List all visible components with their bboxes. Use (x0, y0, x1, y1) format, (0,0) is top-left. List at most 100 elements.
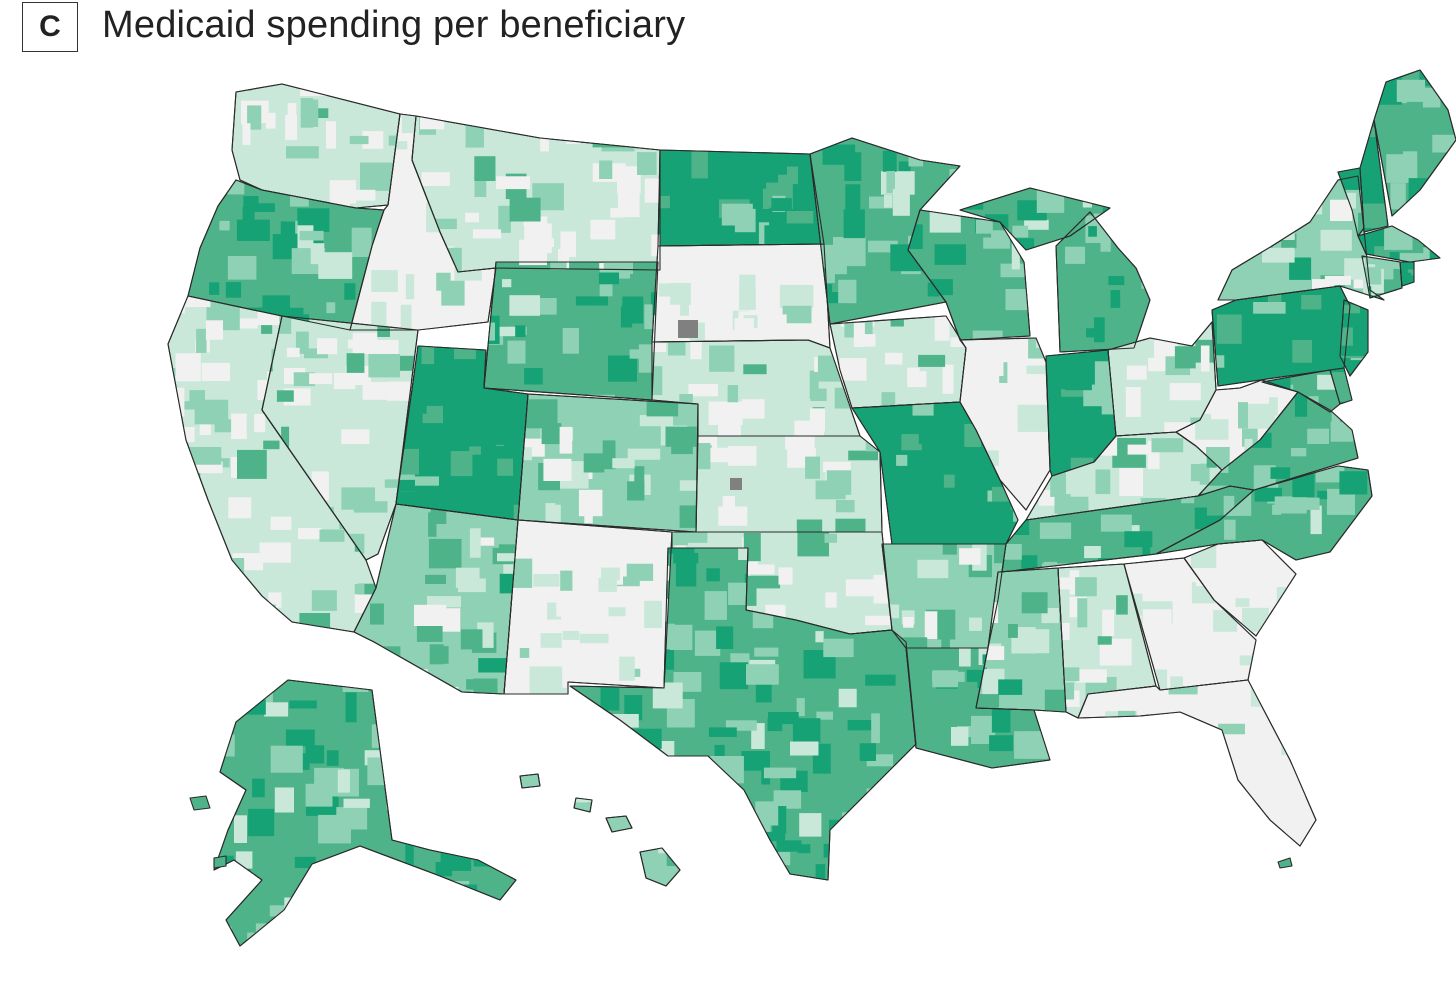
county-patch (551, 687, 577, 694)
county-patch (383, 693, 397, 722)
county-patch (298, 528, 322, 540)
county-patch (284, 897, 304, 909)
county-patch (771, 198, 792, 212)
county-patch (193, 193, 217, 210)
county-patches-RI (1400, 262, 1414, 286)
county-patch (764, 225, 798, 246)
county-patch (1065, 246, 1085, 264)
county-patch (398, 729, 425, 743)
county-patch (1199, 463, 1210, 485)
county-patch (740, 564, 775, 575)
county-patch (410, 798, 419, 813)
county-patch (825, 592, 837, 608)
county-patch (259, 542, 291, 563)
county-patch (1117, 643, 1129, 664)
county-patch (1014, 731, 1044, 759)
county-patch (1262, 247, 1295, 263)
county-patch (1216, 314, 1242, 344)
county-patch (886, 171, 895, 194)
county-patch (1078, 806, 1096, 826)
county-patch (227, 180, 245, 195)
county-patch (634, 466, 645, 494)
county-patch (509, 295, 540, 316)
county-patch (1270, 467, 1291, 479)
county-patch (892, 189, 910, 216)
county-patch (414, 346, 427, 370)
county-patch (739, 274, 756, 292)
county-patch (843, 209, 865, 239)
county-patch (1046, 355, 1055, 375)
county-patch (1169, 383, 1201, 401)
county-patch (1002, 544, 1022, 560)
county-patch (1200, 783, 1224, 812)
county-patch (657, 787, 680, 800)
county-patch (287, 103, 297, 119)
county-patch (380, 740, 397, 768)
county-patch (405, 274, 415, 300)
county-patch (816, 711, 833, 720)
county-patch (394, 761, 405, 779)
county-patch (1077, 598, 1088, 628)
county-patch (1209, 795, 1239, 815)
county-patch (1235, 788, 1268, 804)
county-patch (848, 450, 878, 461)
county-patch (1154, 340, 1178, 359)
county-patch (1253, 302, 1286, 314)
county-patch (1127, 444, 1158, 455)
county-patch (1390, 183, 1406, 210)
county-patch (671, 270, 704, 283)
county-patch (835, 518, 866, 532)
county-patch (1310, 191, 1323, 215)
county-patch (404, 790, 437, 814)
county-patch (868, 863, 883, 880)
county-patch (568, 840, 579, 863)
county-patch (1307, 428, 1329, 444)
county-patch (797, 844, 811, 854)
county-patch (623, 861, 637, 880)
county-patch (708, 727, 737, 737)
county-patch (345, 692, 357, 723)
county-patch (205, 608, 231, 622)
state-border-KS (695, 435, 883, 533)
county-patch (168, 387, 185, 417)
county-patch (1082, 188, 1092, 208)
county-patch (496, 176, 531, 190)
county-patches-SD (652, 244, 817, 348)
county-patch (885, 352, 903, 365)
county-patch (826, 292, 847, 304)
county-patch (1150, 788, 1169, 808)
county-patch (1088, 226, 1097, 237)
panel-label-box: C (22, 2, 78, 52)
county-patch (355, 189, 376, 201)
county-patch (716, 626, 734, 649)
county-patch (1218, 793, 1235, 821)
county-patch (1174, 346, 1196, 369)
county-patch (631, 791, 640, 809)
county-patch (264, 702, 289, 717)
county-patch (691, 151, 708, 179)
county-patch (619, 656, 635, 681)
county-patch (976, 219, 993, 234)
county-patch (541, 423, 562, 445)
county-patch (1135, 752, 1164, 764)
county-patch (557, 774, 583, 799)
county-patch (1340, 327, 1353, 346)
county-patch (1219, 545, 1235, 561)
county-patch (1100, 235, 1111, 252)
county-patch (281, 426, 290, 448)
no-data-county-layer (678, 320, 742, 490)
county-patch (556, 590, 576, 617)
county-patch (1005, 289, 1030, 311)
county-patch (410, 754, 427, 768)
county-patch (1268, 190, 1303, 208)
county-patch (474, 175, 487, 197)
county-patch (559, 426, 573, 454)
county-patch (663, 643, 675, 670)
county-patch (1283, 764, 1314, 787)
county-patch (1432, 134, 1456, 153)
county-patch (727, 446, 757, 466)
panel-title: Medicaid spending per beneficiary (102, 4, 686, 46)
county-patch (1151, 438, 1184, 453)
county-patch (414, 936, 440, 946)
county-patch (507, 340, 526, 364)
